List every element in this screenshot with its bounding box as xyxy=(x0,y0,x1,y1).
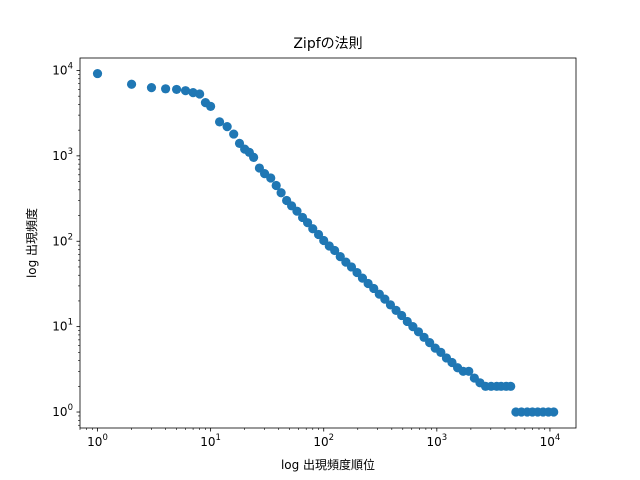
data-point xyxy=(229,129,239,139)
data-point xyxy=(180,86,191,96)
data-point xyxy=(506,381,516,391)
y-tick-label: 101 xyxy=(52,318,73,334)
x-tick-label: 102 xyxy=(313,433,334,449)
x-tick-label: 103 xyxy=(426,433,447,449)
data-point xyxy=(549,407,559,417)
y-axis-ticks: 100 101 102 103 104 xyxy=(52,61,80,426)
y-tick-label: 102 xyxy=(52,232,73,248)
data-point xyxy=(171,84,182,95)
data-point xyxy=(425,338,435,348)
data-point xyxy=(276,188,286,198)
data-point xyxy=(385,300,396,310)
data-point xyxy=(146,83,157,93)
data-point xyxy=(436,347,446,357)
plot-frame xyxy=(79,57,577,429)
x-axis-label: log 出現頻度順位 xyxy=(281,457,375,472)
data-point xyxy=(161,84,171,94)
data-point xyxy=(266,173,276,183)
data-point xyxy=(369,283,379,294)
chart-title: Zipfの法則 xyxy=(293,36,362,52)
data-point xyxy=(222,122,232,132)
data-point xyxy=(330,245,340,256)
x-axis-ticks: 100 101 102 103 104 xyxy=(79,428,561,449)
data-points xyxy=(92,68,559,417)
data-point xyxy=(92,68,103,79)
y-axis-label: log 出現頻度 xyxy=(24,208,39,278)
x-tick-label: 104 xyxy=(540,433,561,449)
data-point xyxy=(413,327,424,337)
data-point xyxy=(380,294,390,304)
data-point xyxy=(464,366,474,376)
data-point xyxy=(346,262,357,272)
x-tick-label: 100 xyxy=(87,433,108,449)
x-tick-label: 101 xyxy=(200,433,221,449)
y-tick-label: 104 xyxy=(52,61,73,77)
y-tick-label: 100 xyxy=(52,403,73,419)
data-point xyxy=(206,101,216,111)
data-point xyxy=(292,206,302,216)
y-tick-label: 103 xyxy=(52,147,73,163)
data-point xyxy=(126,79,137,89)
data-point xyxy=(271,180,281,191)
data-point xyxy=(397,310,407,321)
data-point xyxy=(249,152,259,162)
data-point xyxy=(308,224,318,234)
data-point xyxy=(313,229,324,240)
data-point xyxy=(214,117,225,127)
data-point xyxy=(195,89,205,99)
data-point xyxy=(302,218,313,228)
